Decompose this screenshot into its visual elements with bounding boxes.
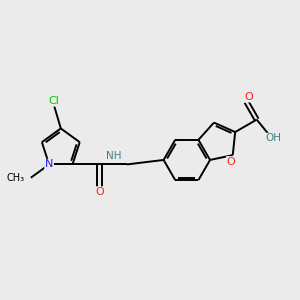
Text: OH: OH: [266, 134, 282, 143]
Text: N: N: [45, 159, 53, 170]
Text: Cl: Cl: [49, 96, 60, 106]
Text: O: O: [245, 92, 254, 102]
Text: CH₃: CH₃: [7, 173, 25, 183]
Text: NH: NH: [106, 151, 121, 161]
Text: O: O: [95, 187, 104, 197]
Text: O: O: [227, 157, 236, 167]
